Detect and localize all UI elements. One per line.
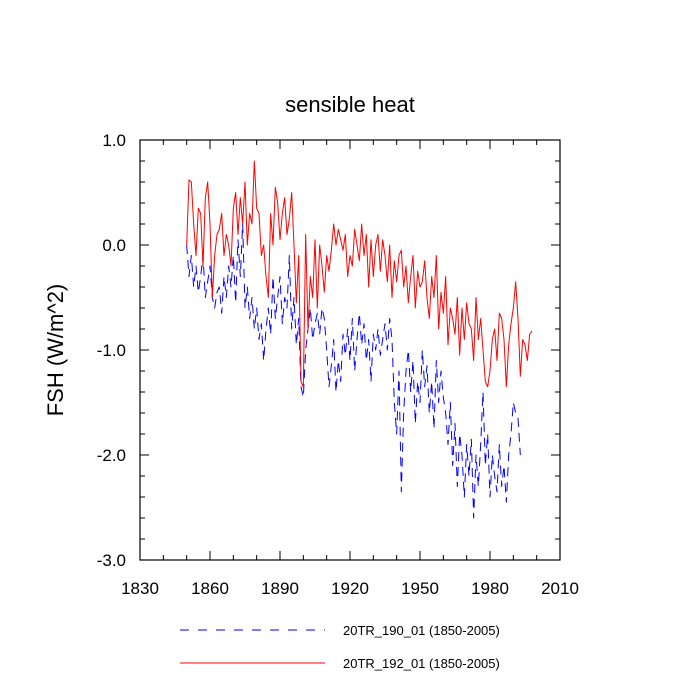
- x-tick-label: 1980: [471, 579, 509, 598]
- y-axis-label: FSH (W/m^2): [43, 284, 68, 417]
- x-tick-label: 1920: [331, 579, 369, 598]
- x-tick-label: 1830: [121, 579, 159, 598]
- series-line-2: [186, 160, 533, 388]
- y-tick-label: 1.0: [102, 131, 126, 150]
- legend-label-2: 20TR_192_01 (1850-2005): [343, 656, 500, 671]
- x-tick-label: 1860: [191, 579, 229, 598]
- series-line-1: [186, 223, 521, 519]
- y-tick-label: -3.0: [97, 551, 126, 570]
- legend-label-1: 20TR_190_01 (1850-2005): [343, 623, 500, 638]
- x-tick-label: 2010: [541, 579, 579, 598]
- plot-frame: [139, 139, 561, 561]
- x-tick-label: 1950: [401, 579, 439, 598]
- y-tick-label: -2.0: [97, 446, 126, 465]
- legend: 20TR_190_01 (1850-2005) 20TR_192_01 (1850…: [180, 623, 500, 671]
- y-tick-label: 0.0: [102, 236, 126, 255]
- y-tick-label: -1.0: [97, 341, 126, 360]
- chart-title: sensible heat: [285, 92, 415, 117]
- plot-area: 1830 1860 1890 1920 1950 1980 2010 1.0 0.0 -1.0 -2…: [97, 131, 579, 598]
- x-tick-label: 1890: [261, 579, 299, 598]
